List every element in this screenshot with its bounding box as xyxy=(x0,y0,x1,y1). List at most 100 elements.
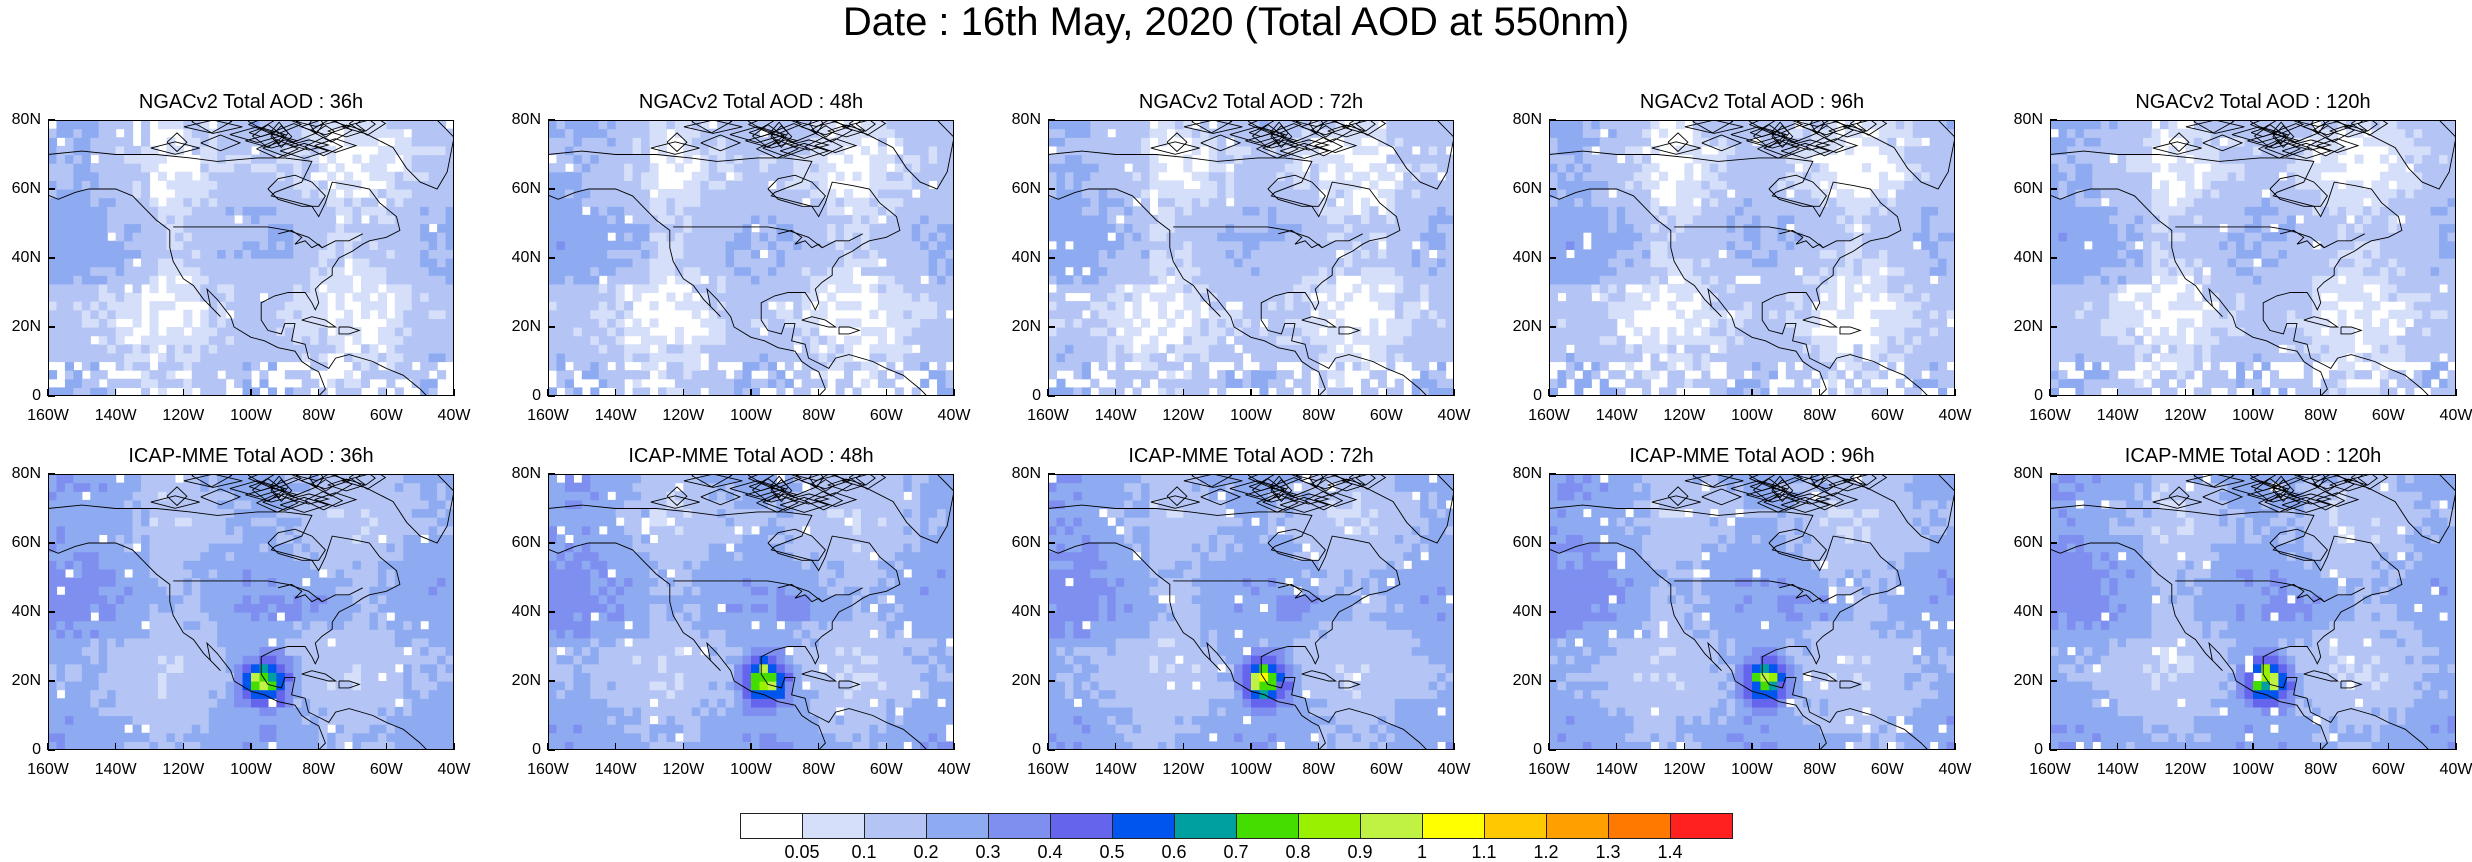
x-tick-label: 100W xyxy=(230,761,272,778)
x-tick-label: 100W xyxy=(1230,761,1272,778)
x-tick xyxy=(1818,743,1821,750)
panel-title: NGACv2 Total AOD : 96h xyxy=(1639,91,1865,113)
x-tick-label: 100W xyxy=(1731,407,1773,424)
aod-field xyxy=(1048,474,1454,750)
x-tick xyxy=(1114,743,1117,750)
panel-title: ICAP-MME Total AOD : 48h xyxy=(628,445,874,467)
map-panel: ICAP-MME Total AOD : 36h 0 20N 40N 60N 80N 160… xyxy=(12,445,471,778)
x-tick xyxy=(885,389,888,396)
colorbar-label: 1 xyxy=(1416,842,1427,862)
x-tick xyxy=(114,743,117,750)
y-tick-label: 60N xyxy=(1011,534,1041,551)
y-tick-label: 80N xyxy=(11,111,41,128)
colorbar-label: 1.1 xyxy=(1471,842,1497,862)
y-tick xyxy=(1549,473,1556,475)
panel-title: ICAP-MME Total AOD : 72h xyxy=(1128,445,1374,467)
y-tick xyxy=(2050,188,2057,190)
y-tick-label: 60N xyxy=(511,534,541,551)
y-tick-label: 40N xyxy=(511,249,541,266)
y-tick-label: 80N xyxy=(1011,465,1041,482)
x-tick-label: 80W xyxy=(2304,761,2338,778)
y-tick xyxy=(548,680,555,682)
colorbar-swatch xyxy=(1484,813,1547,839)
y-tick-label: 20N xyxy=(11,672,41,689)
y-tick-label: 60N xyxy=(2013,180,2043,197)
aod-map xyxy=(2050,474,2456,750)
x-tick-label: 140W xyxy=(1595,761,1638,778)
x-tick xyxy=(1182,389,1185,396)
map-panel: NGACv2 Total AOD : 120h 0 20N 40N 60N 80N 160W… xyxy=(2014,91,2472,424)
x-tick-label: 60W xyxy=(2371,407,2405,424)
x-tick xyxy=(385,389,388,396)
x-tick xyxy=(317,389,320,396)
x-tick xyxy=(317,743,320,750)
map-panel: NGACv2 Total AOD : 48h 0 20N 40N 60N 80N 160W 1… xyxy=(512,91,971,424)
y-tick-label: 60N xyxy=(11,180,41,197)
x-tick-label: 40W xyxy=(937,761,971,778)
x-tick xyxy=(2387,389,2390,396)
x-tick xyxy=(182,743,185,750)
y-tick xyxy=(548,188,555,190)
y-tick xyxy=(2050,473,2057,475)
colorbar-label: 0.1 xyxy=(851,842,877,862)
y-tick xyxy=(48,119,55,121)
y-tick xyxy=(548,326,555,328)
y-tick xyxy=(1048,680,1055,682)
x-tick xyxy=(1615,743,1618,750)
x-tick-label: 120W xyxy=(1162,761,1205,778)
x-tick xyxy=(1114,389,1117,396)
x-tick-label: 120W xyxy=(2164,407,2207,424)
coastlines xyxy=(1549,120,1955,396)
colorbar-label: 0.8 xyxy=(1285,842,1311,862)
x-tick xyxy=(250,743,252,750)
x-tick xyxy=(2184,743,2187,750)
y-tick xyxy=(48,395,55,397)
x-tick xyxy=(1818,389,1821,396)
y-tick-label: 80N xyxy=(2013,111,2043,128)
colorbar-swatch xyxy=(926,813,989,839)
x-tick-label: 60W xyxy=(1870,761,1904,778)
coastlines xyxy=(1549,474,1955,750)
x-tick-label: 160W xyxy=(1027,761,1069,778)
colorbar-swatch xyxy=(740,813,803,839)
x-tick-label: 80W xyxy=(802,761,836,778)
x-tick xyxy=(1182,743,1185,750)
y-tick xyxy=(2050,542,2057,544)
coastlines xyxy=(548,120,954,396)
map-panel: ICAP-MME Total AOD : 48h 0 20N 40N 60N 80N 160… xyxy=(512,445,971,778)
y-tick xyxy=(1048,188,1055,190)
colorbar-label: 0.4 xyxy=(1037,842,1063,862)
x-tick-label: 140W xyxy=(94,761,137,778)
coastlines xyxy=(548,474,954,750)
x-tick xyxy=(817,743,820,750)
map-frame xyxy=(1048,474,1454,750)
aod-map xyxy=(548,120,954,396)
x-tick-label: 100W xyxy=(1230,407,1272,424)
x-tick-label: 60W xyxy=(869,407,903,424)
y-tick xyxy=(1048,119,1055,121)
colorbar-label: 1.3 xyxy=(1595,842,1621,862)
panel-title: NGACv2 Total AOD : 48h xyxy=(638,91,864,113)
x-tick xyxy=(1751,743,1753,750)
x-tick xyxy=(817,389,820,396)
x-tick xyxy=(1751,389,1753,396)
y-tick xyxy=(1048,326,1055,328)
y-tick-label: 20N xyxy=(511,318,541,335)
y-tick-label: 0 xyxy=(32,387,41,404)
y-tick-label: 20N xyxy=(11,318,41,335)
x-tick-label: 140W xyxy=(2096,761,2139,778)
y-tick xyxy=(2050,611,2057,613)
colorbar-swatch xyxy=(864,813,927,839)
y-tick-label: 0 xyxy=(1032,741,1041,758)
x-tick-label: 60W xyxy=(369,761,403,778)
x-tick-label: 120W xyxy=(162,761,205,778)
x-tick-label: 160W xyxy=(27,407,69,424)
x-tick-label: 140W xyxy=(1094,761,1137,778)
aod-map xyxy=(548,474,954,750)
map-panel: NGACv2 Total AOD : 36h 0 20N 40N 60N 80N 160W 1… xyxy=(12,91,471,424)
colorbar-swatch xyxy=(988,813,1051,839)
x-tick xyxy=(1954,743,1956,750)
x-tick xyxy=(47,743,49,750)
x-tick-label: 100W xyxy=(2232,761,2274,778)
x-tick xyxy=(750,389,752,396)
